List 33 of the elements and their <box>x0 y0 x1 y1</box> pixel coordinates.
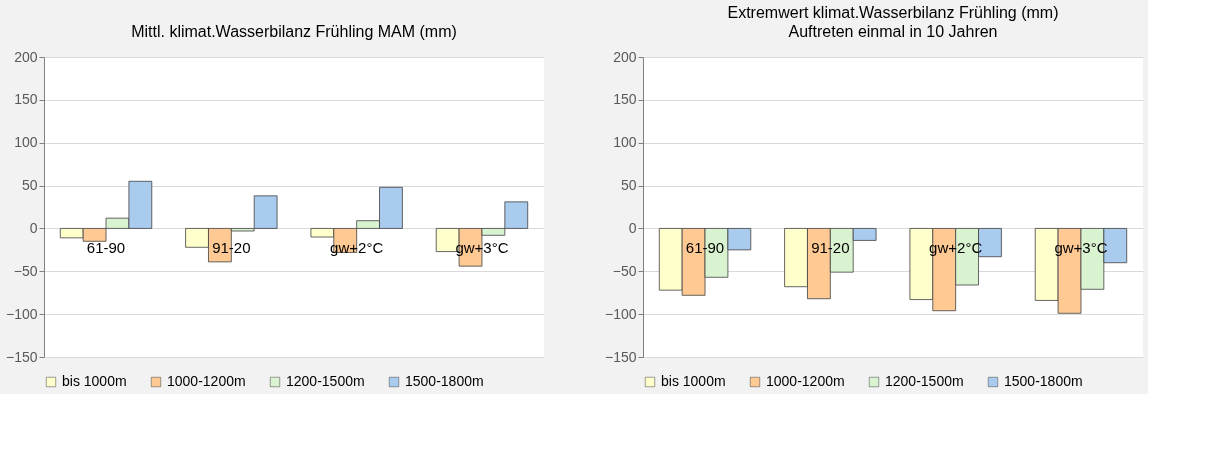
y-tick-label: −150 <box>604 348 637 365</box>
y-tick-label: 0 <box>29 219 38 236</box>
legend-label: 1000-1200m <box>167 373 246 389</box>
chart-subtitle: Auftreten einmal in 10 Jahren <box>788 23 998 40</box>
y-tick-label: −50 <box>13 262 38 279</box>
legend-label: 1500-1800m <box>1004 373 1083 389</box>
x-tick-label: 91-20 <box>212 238 251 256</box>
x-tick-label: 61-90 <box>86 238 126 256</box>
y-tick-label: 50 <box>21 177 38 194</box>
legend-label: 1000-1200m <box>766 373 845 389</box>
y-tick-label: −100 <box>5 305 38 322</box>
legend-label: 1500-1800m <box>405 373 484 389</box>
legend-label: 1200-1500m <box>885 373 964 389</box>
y-tick-label: 200 <box>613 48 637 65</box>
chart-title: Mittl. klimat.Wasserbilanz Frühling MAM (mm) <box>131 23 457 40</box>
y-tick-label: 200 <box>14 48 38 65</box>
y-tick-label: 150 <box>613 91 637 108</box>
legend-label: bis 1000m <box>661 373 726 389</box>
x-tick-label: 61-90 <box>685 238 725 256</box>
y-tick-label: 50 <box>620 177 637 194</box>
x-tick-label: 91-20 <box>811 238 850 256</box>
y-tick-label: −150 <box>5 348 38 365</box>
y-tick-label: 150 <box>14 91 38 108</box>
y-tick-label: −50 <box>612 262 637 279</box>
y-tick-label: 100 <box>613 134 637 151</box>
legend-label: bis 1000m <box>62 373 127 389</box>
x-tick-label: gw+3°C <box>1054 238 1108 256</box>
y-tick-label: −100 <box>604 305 637 322</box>
chart-title: Extremwert klimat.Wasserbilanz Frühling (mm) <box>727 4 1059 21</box>
legend-label: 1200-1500m <box>286 373 365 389</box>
y-tick-label: 0 <box>628 219 637 236</box>
x-tick-label: gw+3°C <box>455 238 509 256</box>
y-tick-label: 100 <box>14 134 38 151</box>
